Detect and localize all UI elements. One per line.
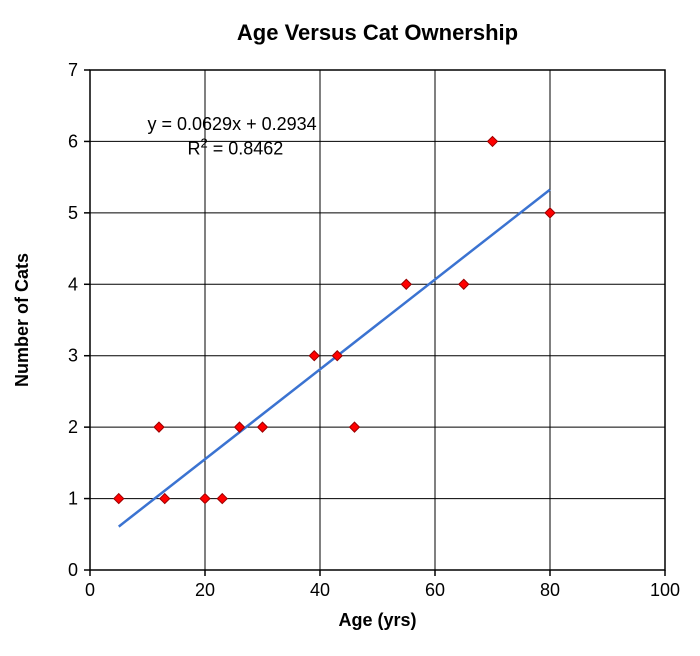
x-tick-label: 80 [540,580,560,600]
x-tick-label: 0 [85,580,95,600]
x-tick-label: 60 [425,580,445,600]
y-tick-label: 4 [68,274,78,294]
y-tick-label: 0 [68,560,78,580]
x-tick-label: 40 [310,580,330,600]
chart-container: 0 20 40 60 80 100 0 1 2 3 4 5 6 7 Age Versus Cat Owner… [0,0,700,656]
y-tick-label: 1 [68,489,78,509]
x-tick-label: 100 [650,580,680,600]
y-tick-label: 6 [68,131,78,151]
x-tick-label: 20 [195,580,215,600]
x-axis-label: Age (yrs) [338,610,416,630]
y-tick-label: 7 [68,60,78,80]
y-tick-label: 2 [68,417,78,437]
scatter-chart: 0 20 40 60 80 100 0 1 2 3 4 5 6 7 Age Versus Cat Owner… [0,0,700,656]
equation-line: y = 0.0629x + 0.2934 [148,114,317,134]
plot-area [90,70,665,570]
y-tick-label: 5 [68,203,78,223]
y-tick-label: 3 [68,346,78,366]
y-axis-label: Number of Cats [12,253,32,387]
chart-title: Age Versus Cat Ownership [237,20,518,45]
